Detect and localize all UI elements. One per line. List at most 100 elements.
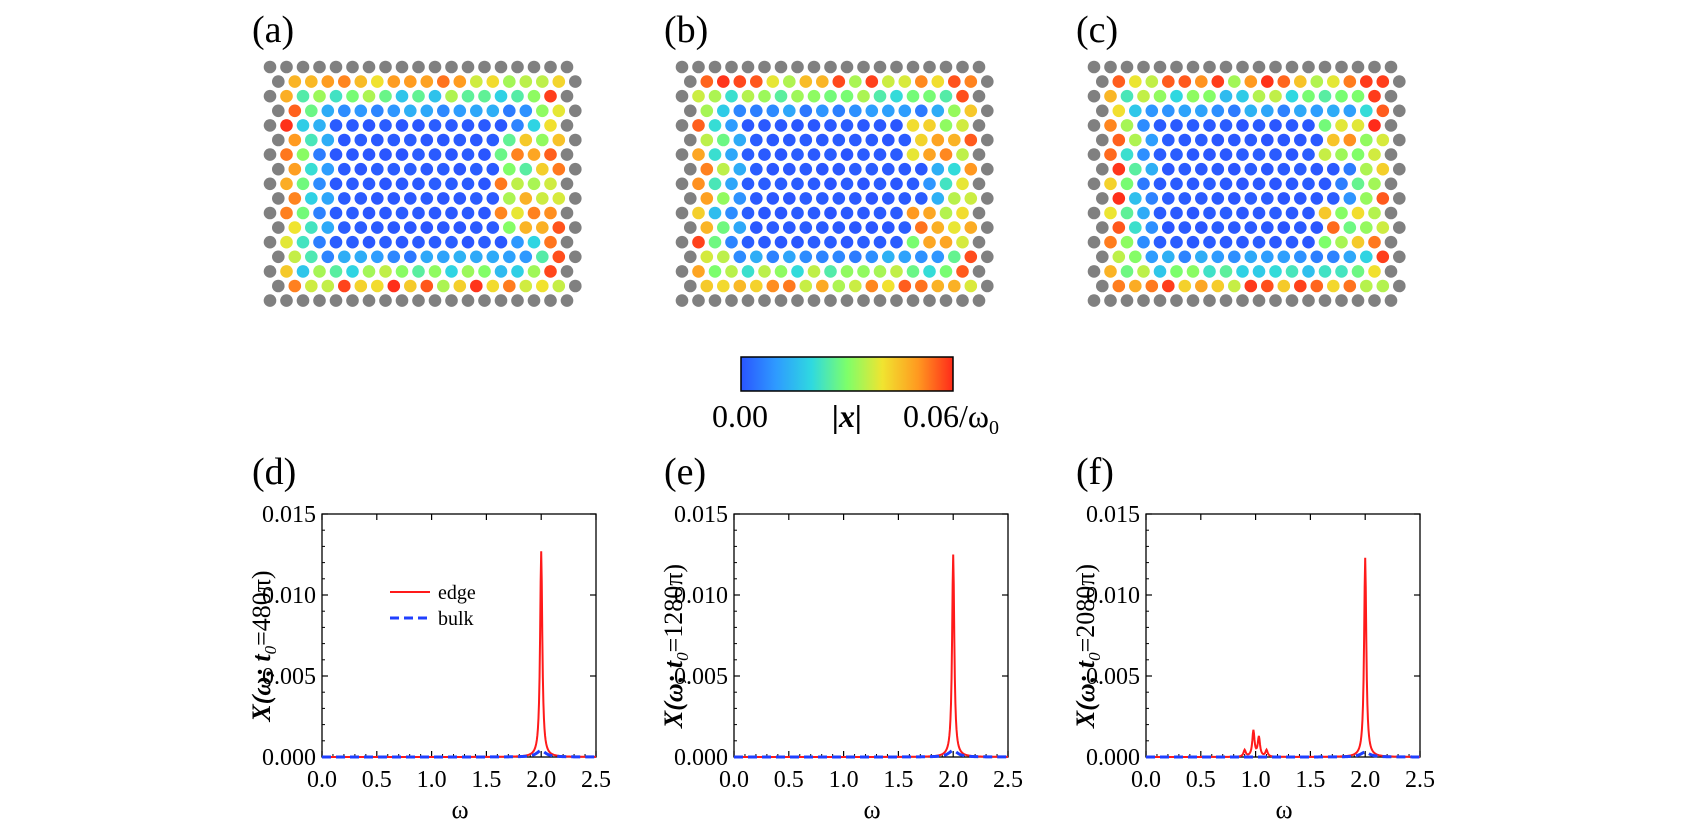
- lattice-site-boundary: [956, 60, 969, 74]
- lattice-site: [1153, 89, 1167, 103]
- lattice-site: [956, 177, 969, 191]
- lattice-site: [1145, 75, 1159, 88]
- lattice-site: [1368, 148, 1381, 161]
- lattice-site-boundary: [741, 294, 755, 307]
- lattice-site: [453, 104, 467, 118]
- lattice-site: [692, 235, 705, 249]
- lattice-site: [931, 192, 945, 205]
- lattice-site-boundary: [296, 294, 310, 307]
- lattice-site-boundary: [906, 60, 920, 74]
- x-tick-label: 2.0: [526, 767, 556, 793]
- lattice-site: [1351, 119, 1365, 132]
- lattice-site: [939, 89, 953, 103]
- lattice-site: [906, 148, 920, 161]
- x-tick-label: 1.5: [883, 767, 913, 793]
- lattice-site-boundary: [511, 60, 524, 74]
- lattice-site: [1343, 75, 1357, 88]
- lattice-site: [519, 104, 533, 118]
- lattice-site: [1252, 148, 1266, 161]
- lattice-site: [865, 221, 879, 234]
- lattice-site: [1170, 89, 1183, 103]
- lattice-site: [420, 75, 434, 88]
- x-tick-label: 1.5: [471, 767, 501, 793]
- lattice-site: [404, 133, 417, 147]
- lattice-site: [536, 133, 549, 147]
- lattice-site: [544, 89, 557, 103]
- lattice-site: [428, 148, 442, 161]
- lattice-site-boundary: [906, 294, 920, 307]
- lattice-site: [923, 177, 936, 191]
- lattice-site: [1228, 75, 1241, 88]
- lattice-site: [329, 235, 343, 249]
- lattice-site: [1219, 177, 1233, 191]
- lattice-site: [420, 192, 434, 205]
- lattice-site: [1178, 250, 1192, 264]
- lattice-site: [1277, 162, 1291, 176]
- lattice-site: [1327, 192, 1340, 205]
- lattice-site: [708, 148, 722, 161]
- lattice-site: [1277, 192, 1291, 205]
- lattice-site: [321, 279, 335, 293]
- lattice-site: [799, 162, 813, 176]
- lattice-site: [1112, 192, 1126, 205]
- lattice-site: [404, 162, 417, 176]
- lattice-site: [1170, 265, 1183, 278]
- lattice-site: [1178, 221, 1192, 234]
- lattice-site: [313, 148, 326, 161]
- lattice-site: [354, 279, 368, 293]
- plot-frame: [1145, 513, 1421, 758]
- lattice-site: [1285, 148, 1299, 161]
- lattice-site-boundary: [544, 60, 557, 74]
- lattice-site: [1211, 221, 1225, 234]
- lattice-site: [1211, 133, 1225, 147]
- lattice-site: [799, 104, 813, 118]
- lattice-site-boundary: [1285, 294, 1299, 307]
- lattice-site: [807, 235, 821, 249]
- lattice-site: [552, 104, 566, 118]
- lattice-site: [371, 133, 384, 147]
- lattice-site: [1252, 235, 1266, 249]
- lattice-site: [1162, 250, 1175, 264]
- lattice-site: [882, 279, 895, 293]
- lattice-site: [750, 75, 763, 88]
- plot-frame: [733, 513, 1009, 758]
- lattice-site: [1244, 133, 1258, 147]
- series-line-edge: [734, 554, 1008, 758]
- lattice-site: [1112, 104, 1126, 118]
- lattice-site-boundary: [1087, 60, 1101, 74]
- lattice-site: [1203, 89, 1216, 103]
- lattice-site: [1310, 104, 1324, 118]
- lattice-site: [494, 89, 508, 103]
- lattice-site: [931, 279, 945, 293]
- lattice-site: [1269, 148, 1282, 161]
- lattice-site-boundary: [981, 279, 994, 293]
- lattice-site-boundary: [1170, 60, 1183, 74]
- lattice-site: [544, 119, 557, 132]
- lattice-site: [1228, 221, 1241, 234]
- lattice-site-boundary: [272, 250, 285, 264]
- lattice-site: [1186, 206, 1200, 220]
- lattice-site: [774, 119, 788, 132]
- lattice-site: [1228, 250, 1241, 264]
- lattice-site: [1203, 265, 1216, 278]
- panel-label-e: (e): [664, 451, 706, 493]
- lattice-site: [338, 75, 351, 88]
- lattice-site: [354, 75, 368, 88]
- lattice-site-boundary: [1393, 192, 1406, 205]
- lattice-site-boundary: [981, 75, 994, 88]
- lattice-site: [849, 133, 862, 147]
- lattice-site: [387, 162, 401, 176]
- lattice-site: [956, 119, 969, 132]
- lattice-site: [882, 133, 895, 147]
- lattice-site: [873, 119, 887, 132]
- legend: edge bulk: [390, 582, 476, 630]
- lattice-site: [816, 250, 829, 264]
- lattice-site: [1129, 104, 1142, 118]
- lattice-site-boundary: [560, 89, 574, 103]
- lattice-site: [453, 250, 467, 264]
- lattice-site: [783, 250, 796, 264]
- lattice-site: [461, 89, 475, 103]
- lattice-site: [717, 279, 730, 293]
- lattice-site-boundary: [684, 133, 697, 147]
- lattice-site: [1112, 162, 1126, 176]
